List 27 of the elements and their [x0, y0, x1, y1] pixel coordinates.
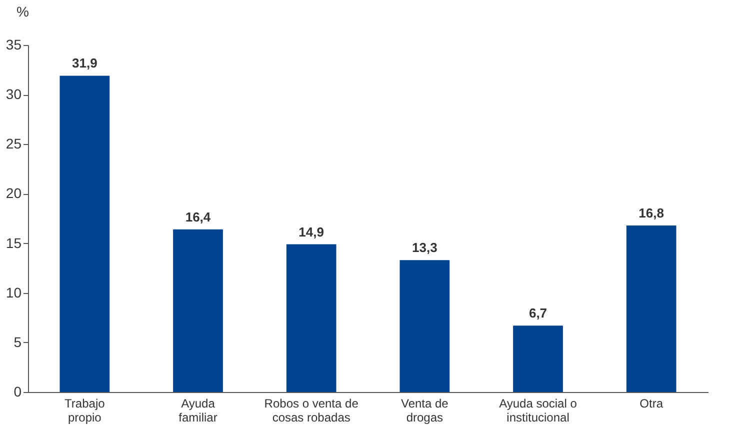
bar — [513, 326, 563, 392]
y-tick-label: 0 — [14, 384, 22, 400]
data-label: 14,9 — [298, 224, 324, 240]
y-tick-label: 30 — [6, 86, 22, 102]
data-label: 16,4 — [185, 209, 212, 224]
y-tick-label: 35 — [6, 36, 22, 52]
y-tick-label: 25 — [6, 136, 22, 152]
y-axis-title: % — [16, 4, 29, 20]
y-tick-label: 20 — [6, 185, 22, 202]
x-tick-label: Otra — [640, 396, 664, 410]
bar — [286, 244, 336, 392]
bar — [173, 229, 223, 392]
x-tick-label: Venta de drogas — [400, 396, 449, 424]
y-tick-label: 10 — [6, 284, 22, 300]
data-label: 6,7 — [528, 306, 548, 321]
bar — [60, 76, 110, 392]
x-tick-label: Trabajo propio — [64, 396, 106, 424]
x-tick-label: Robos o venta de cosas robadas — [264, 396, 359, 424]
x-tick-label: Ayuda familiar — [178, 396, 218, 424]
y-tick-label: 5 — [14, 334, 22, 350]
data-label: 31,9 — [72, 56, 98, 71]
x-tick-label: Ayuda social o institucional — [499, 396, 578, 424]
data-label: 13,3 — [412, 240, 438, 256]
bar — [400, 260, 450, 392]
y-tick-label: 15 — [6, 234, 22, 251]
bar — [626, 225, 676, 392]
data-label: 16,8 — [638, 205, 664, 220]
